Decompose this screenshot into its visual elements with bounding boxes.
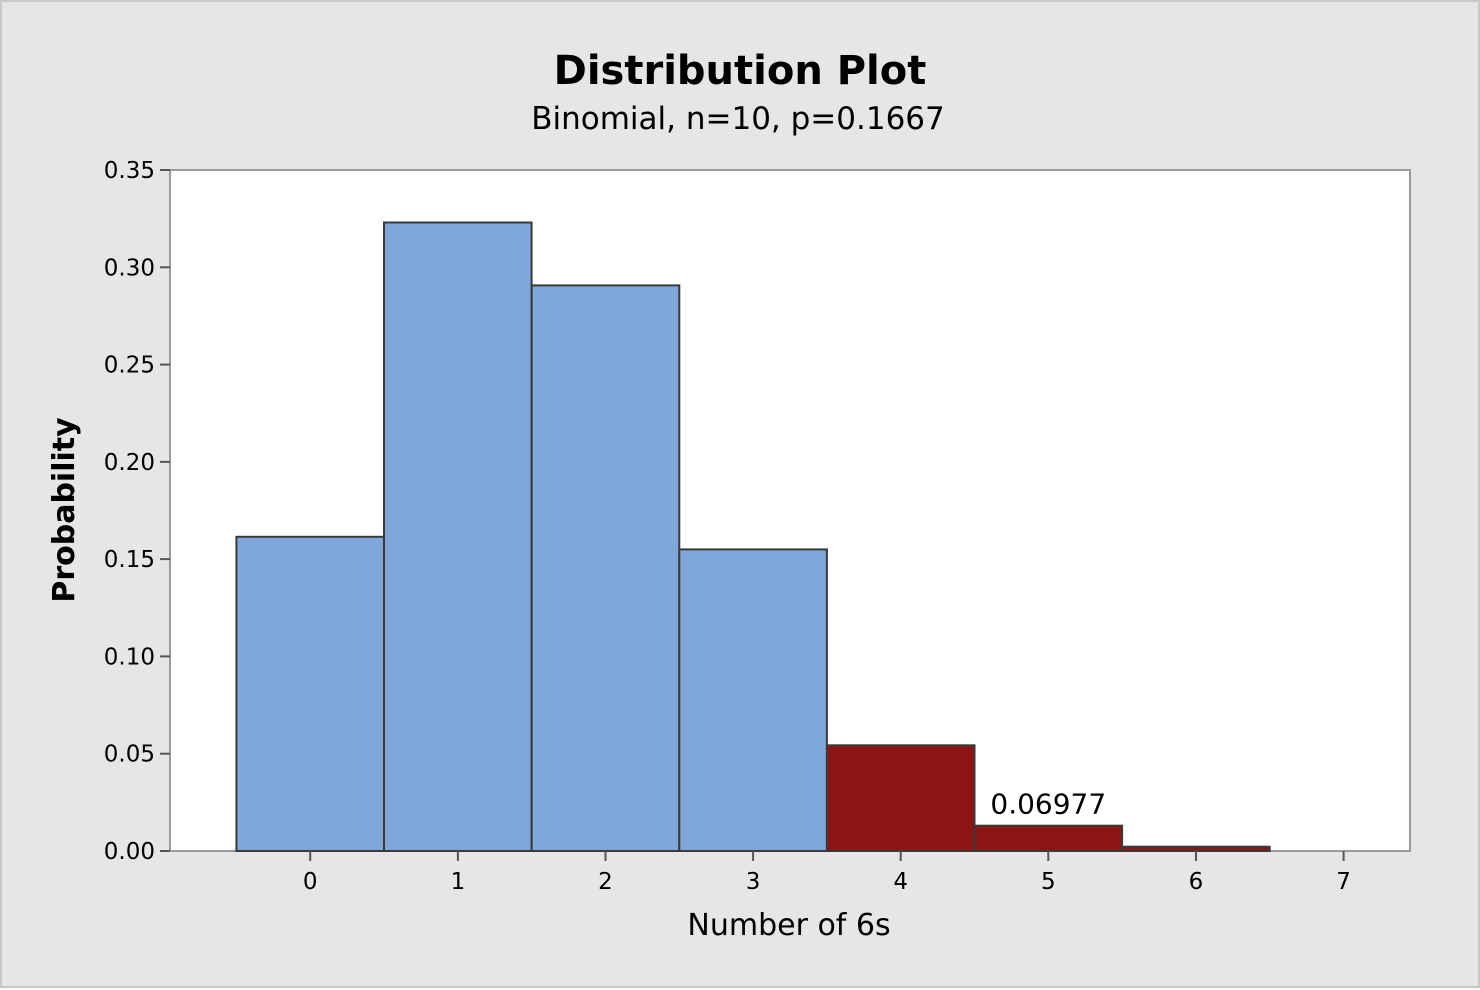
bar-1: [383, 221, 533, 852]
y-tick-label: 0.10: [104, 644, 155, 670]
y-tick-label: 0.20: [104, 450, 155, 476]
bar-2: [530, 284, 681, 852]
x-tick-label: 3: [746, 869, 761, 895]
x-axis: 0 1 2 3 4 5 6 7: [303, 851, 1351, 895]
x-tick-label: 0: [303, 869, 318, 895]
x-tick-label: 1: [451, 869, 466, 895]
shaded-probability-annotation: 0.06977: [990, 788, 1106, 821]
chart-title: Distribution Plot: [554, 48, 927, 94]
y-tick-label: 0.15: [104, 547, 155, 573]
y-tick-label: 0.30: [104, 255, 155, 281]
y-tick-label: 0.00: [104, 839, 155, 865]
bars-group: [235, 221, 1271, 853]
bar-4: [825, 744, 976, 852]
y-axis: 0.00 0.05 0.10 0.15 0.20 0.25 0.30 0.35: [104, 158, 170, 865]
bar-5: [973, 824, 1124, 853]
y-tick-label: 0.05: [104, 742, 155, 768]
x-tick-label: 4: [893, 869, 908, 895]
chart-subtitle: Binomial, n=10, p=0.1667: [531, 101, 945, 137]
y-tick-label: 0.25: [104, 353, 155, 379]
bar-0: [235, 535, 385, 852]
x-tick-label: 5: [1041, 869, 1056, 895]
bar-6: [1121, 845, 1271, 853]
x-tick-label: 2: [598, 869, 613, 895]
bar-3: [678, 548, 828, 853]
x-axis-label: Number of 6s: [687, 908, 890, 943]
x-tick-label: 6: [1189, 869, 1204, 895]
y-axis-label: Probability: [47, 417, 82, 603]
x-tick-label: 7: [1336, 869, 1351, 895]
y-tick-label: 0.35: [104, 158, 155, 184]
